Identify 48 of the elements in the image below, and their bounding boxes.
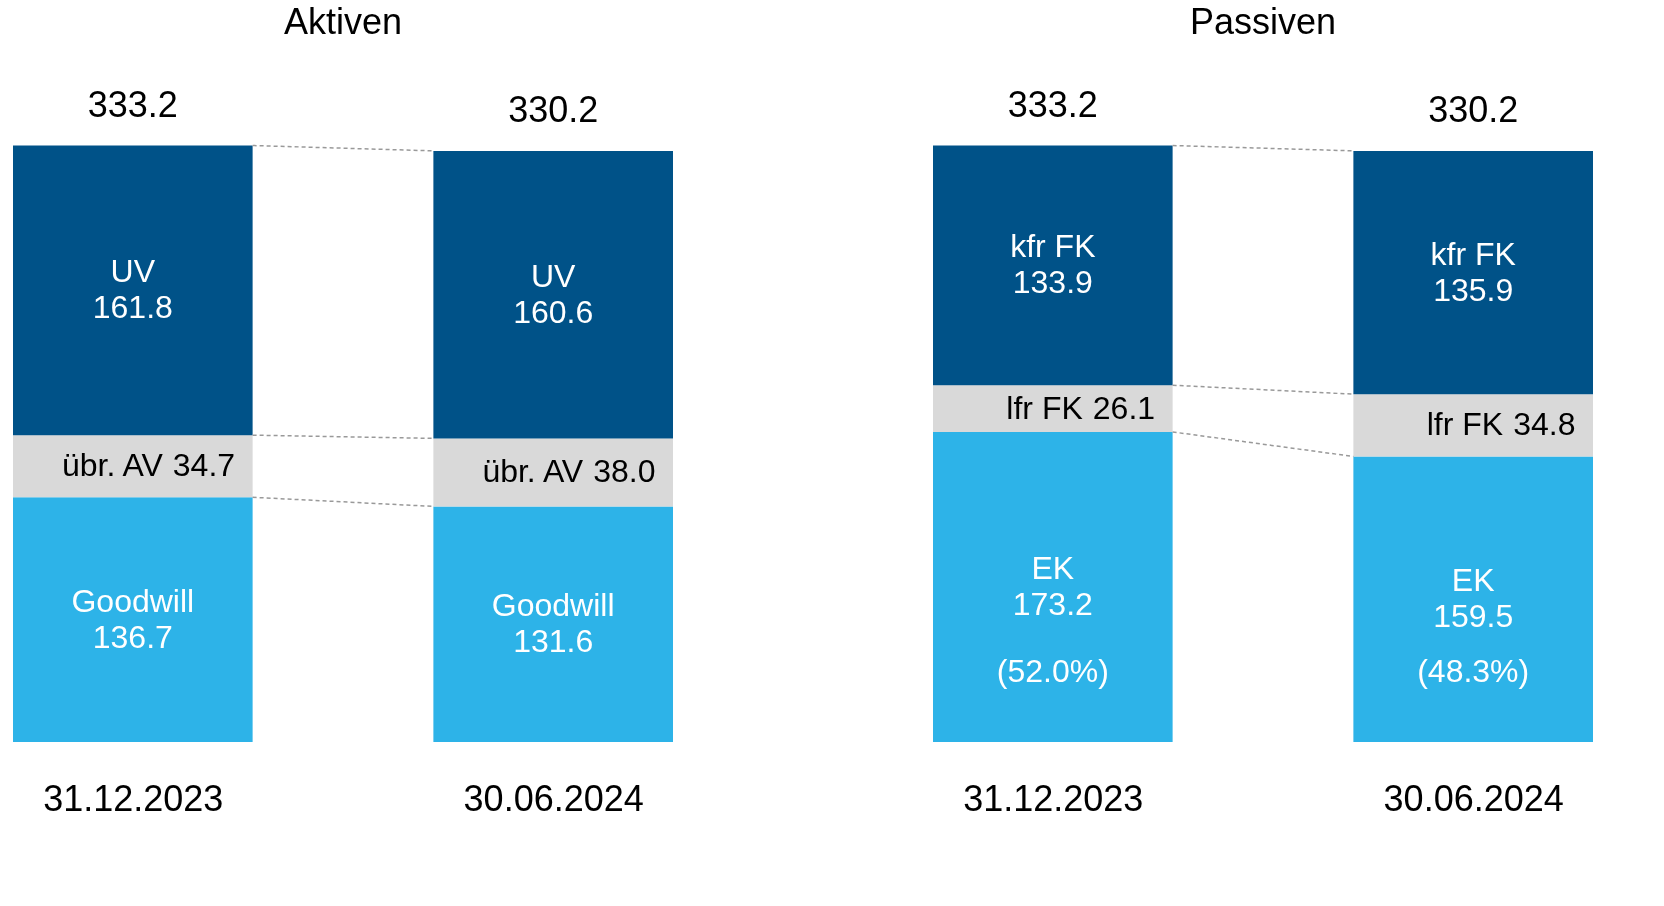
data-label: 133.9 [1012,264,1093,301]
data-label: 26.1 [1092,389,1156,426]
series-label: UV [110,253,156,290]
total-label: 333.2 [1007,83,1098,125]
bar [1353,150,1593,395]
bar [13,435,253,498]
bar [933,145,1173,386]
bar [433,150,673,439]
text: UV [530,257,576,294]
x-tick-label: 30.06.2024 [1383,777,1564,819]
data-label: 131.6 [513,623,594,660]
data-label: 160.6 [513,293,594,330]
data-label: 136.7 [92,618,173,655]
bar [433,506,673,742]
total-label: 333.2 [87,83,178,125]
bar [13,497,253,742]
total-label: 330.2 [508,88,599,130]
text: Goodwill [71,582,195,619]
data-label: 159.5 [1433,598,1514,635]
text: übr. AV [482,453,584,490]
data-label: 135.9 [1433,271,1514,308]
data-label: 34.7 [172,447,236,484]
x-tick-label: 31.12.2023 [43,777,224,819]
bar [433,438,673,507]
x-tick-label: 31.12.2023 [963,777,1144,819]
series-label: übr. AV [62,447,164,484]
text: EK [1451,562,1495,599]
bar [933,385,1173,432]
series-label: lfr FK [1006,389,1083,426]
data-label: 34.8 [1513,406,1576,443]
bar [933,431,1173,742]
total-label: 330.2 [1428,88,1519,130]
text: lfr FK [1426,406,1504,443]
data-label: 173.2 [1012,585,1093,622]
chart-title: Passiven [1189,1,1337,42]
series-label: EK [1031,549,1075,586]
series-label: Goodwill [491,587,615,624]
x-tick-label: 30.06.2024 [463,777,644,819]
bar [1353,456,1593,742]
bar [13,145,253,436]
data-label: 38.0 [593,453,656,490]
annotation: (52.0%) [996,653,1109,689]
text: kfr FK [1430,235,1516,272]
data-label: 161.8 [92,289,173,326]
chart-title: Aktiven [283,1,403,42]
annotation: (48.3%) [1417,653,1530,689]
series-label: kfr FK [1010,228,1096,265]
bar [1353,394,1593,457]
